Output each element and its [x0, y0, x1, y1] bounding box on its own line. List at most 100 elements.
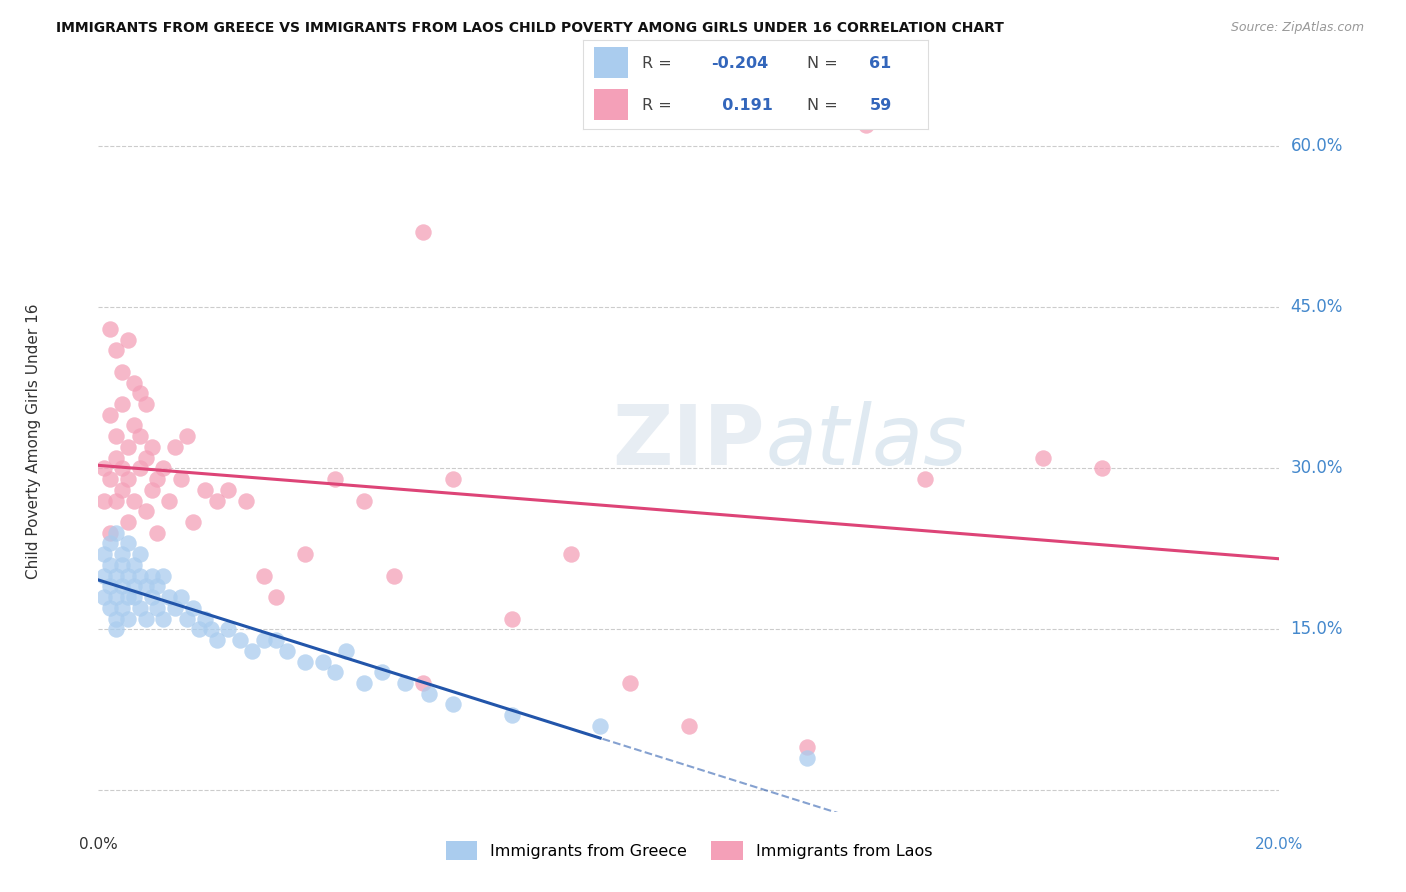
Text: IMMIGRANTS FROM GREECE VS IMMIGRANTS FROM LAOS CHILD POVERTY AMONG GIRLS UNDER 1: IMMIGRANTS FROM GREECE VS IMMIGRANTS FRO…	[56, 21, 1004, 35]
Point	[170, 472, 193, 486]
Point	[111, 365, 134, 379]
Point	[253, 633, 276, 648]
Point	[105, 525, 128, 540]
Point	[914, 472, 936, 486]
Point	[194, 483, 217, 497]
Point	[105, 343, 128, 358]
Point	[98, 600, 121, 615]
Point	[105, 450, 128, 465]
Point	[122, 579, 145, 593]
Point	[353, 676, 375, 690]
FancyBboxPatch shape	[593, 47, 628, 78]
Text: 45.0%: 45.0%	[1291, 299, 1343, 317]
Point	[111, 547, 134, 561]
Point	[98, 322, 121, 336]
Text: 0.0%: 0.0%	[79, 837, 118, 852]
Point	[128, 386, 150, 401]
Point	[98, 536, 121, 550]
Point	[335, 644, 357, 658]
Point	[152, 461, 174, 475]
Point	[294, 655, 316, 669]
Point	[135, 579, 157, 593]
Point	[98, 472, 121, 486]
Point	[619, 676, 641, 690]
Point	[117, 611, 139, 625]
Point	[418, 687, 440, 701]
Point	[264, 633, 287, 648]
Text: 59: 59	[869, 98, 891, 112]
Point	[217, 623, 239, 637]
Point	[105, 429, 128, 443]
Point	[105, 611, 128, 625]
Point	[441, 472, 464, 486]
Point	[122, 418, 145, 433]
Text: -0.204: -0.204	[711, 56, 768, 70]
Point	[589, 719, 612, 733]
Point	[382, 568, 405, 582]
Point	[117, 333, 139, 347]
Point	[111, 483, 134, 497]
Point	[111, 579, 134, 593]
Point	[105, 590, 128, 604]
Point	[105, 623, 128, 637]
Point	[678, 719, 700, 733]
Point	[501, 708, 523, 723]
Text: R =: R =	[643, 98, 676, 112]
Point	[194, 611, 217, 625]
Point	[117, 440, 139, 454]
Point	[157, 590, 180, 604]
FancyBboxPatch shape	[593, 89, 628, 120]
Point	[128, 461, 150, 475]
Legend: Immigrants from Greece, Immigrants from Laos: Immigrants from Greece, Immigrants from …	[439, 834, 939, 867]
Point	[371, 665, 394, 680]
Point	[229, 633, 252, 648]
Point	[93, 461, 115, 475]
Point	[93, 568, 115, 582]
Point	[146, 579, 169, 593]
Point	[111, 600, 134, 615]
Point	[217, 483, 239, 497]
Point	[128, 568, 150, 582]
Point	[412, 225, 434, 239]
Point	[128, 429, 150, 443]
Point	[264, 590, 287, 604]
Text: atlas: atlas	[766, 401, 967, 482]
Point	[105, 568, 128, 582]
Point	[122, 558, 145, 572]
Point	[141, 440, 163, 454]
Point	[176, 611, 198, 625]
Point	[187, 623, 209, 637]
Point	[312, 655, 335, 669]
Point	[117, 515, 139, 529]
Point	[176, 429, 198, 443]
Point	[276, 644, 298, 658]
Point	[135, 504, 157, 518]
Point	[323, 472, 346, 486]
Point	[855, 118, 877, 132]
Point	[98, 408, 121, 422]
Point	[117, 536, 139, 550]
Point	[165, 600, 187, 615]
Point	[205, 633, 228, 648]
Point	[146, 525, 169, 540]
Point	[128, 600, 150, 615]
Text: 0.191: 0.191	[711, 98, 773, 112]
Point	[117, 568, 139, 582]
Point	[111, 461, 134, 475]
Point	[235, 493, 257, 508]
Point	[146, 600, 169, 615]
Point	[141, 483, 163, 497]
Point	[141, 568, 163, 582]
Point	[157, 493, 180, 508]
Text: ZIP: ZIP	[612, 401, 765, 482]
Point	[796, 740, 818, 755]
Point	[122, 376, 145, 390]
Point	[170, 590, 193, 604]
Point	[181, 600, 204, 615]
Text: 20.0%: 20.0%	[1256, 837, 1303, 852]
Point	[93, 493, 115, 508]
Point	[200, 623, 222, 637]
Point	[93, 547, 115, 561]
Point	[122, 590, 145, 604]
Point	[117, 590, 139, 604]
